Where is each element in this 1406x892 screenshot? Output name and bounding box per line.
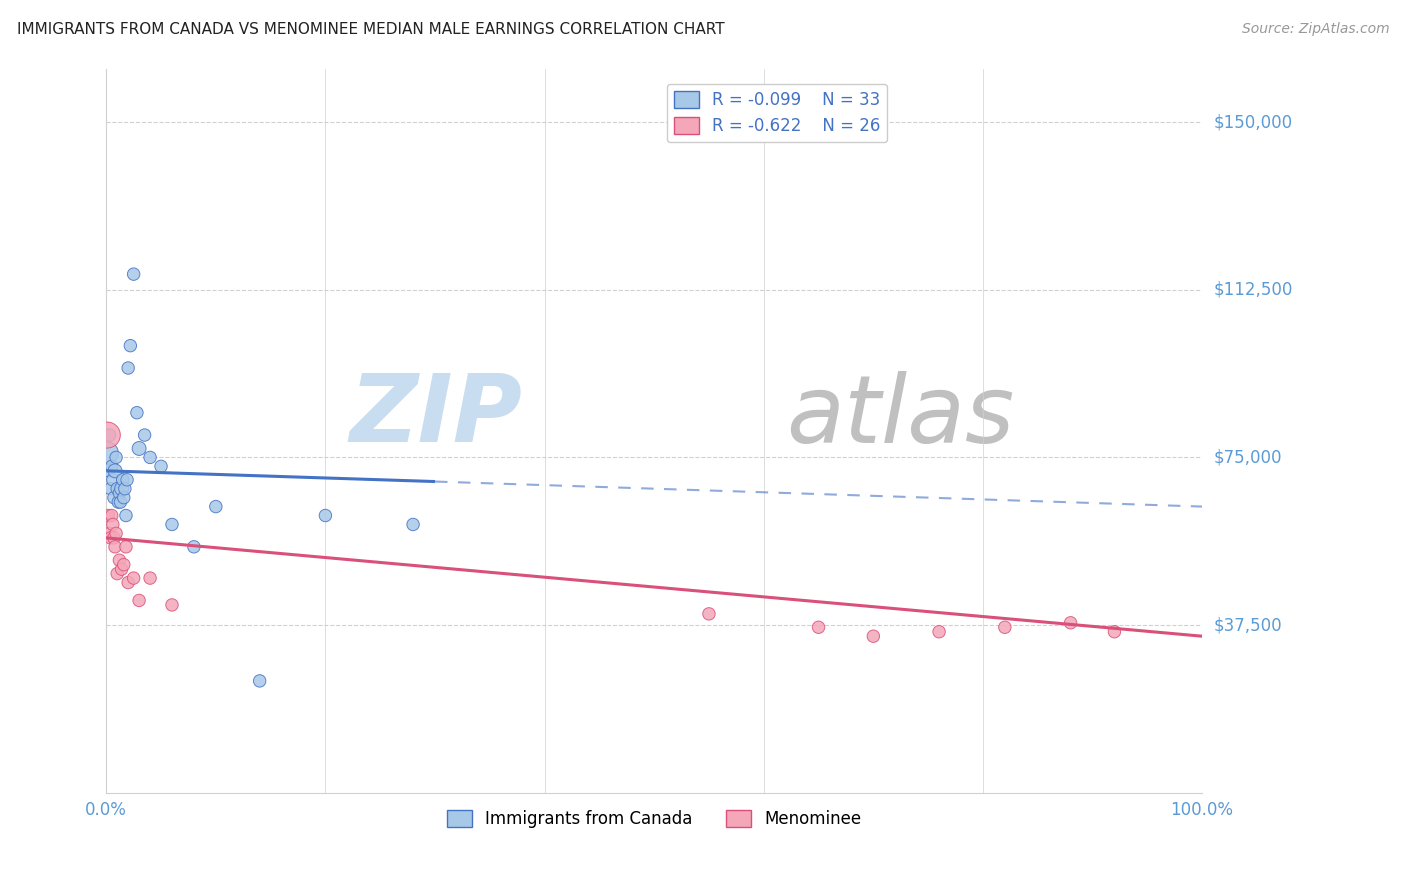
Point: [101, 473, 124, 487]
Text: Source: ZipAtlas.com: Source: ZipAtlas.com: [1241, 22, 1389, 37]
Point: [105, 450, 128, 465]
Legend: Immigrants from Canada, Menominee: Immigrants from Canada, Menominee: [440, 804, 868, 835]
Text: $112,500: $112,500: [1213, 281, 1292, 299]
Point: [122, 571, 145, 585]
Point: [115, 508, 138, 523]
Point: [97, 508, 120, 523]
Point: [115, 473, 138, 487]
Point: [117, 361, 139, 376]
Text: $150,000: $150,000: [1213, 113, 1292, 131]
Point: [115, 540, 138, 554]
Point: [110, 562, 132, 576]
Point: [96, 446, 118, 460]
Point: [105, 482, 128, 496]
Point: [314, 508, 336, 523]
Point: [117, 575, 139, 590]
Point: [697, 607, 720, 621]
Point: [100, 508, 122, 523]
Point: [107, 495, 129, 509]
Point: [98, 428, 121, 442]
Text: $37,500: $37,500: [1213, 616, 1282, 634]
Point: [205, 500, 228, 514]
Point: [994, 620, 1017, 634]
Point: [160, 598, 183, 612]
Point: [110, 482, 132, 496]
Point: [100, 531, 122, 545]
Point: [807, 620, 830, 634]
Point: [1059, 615, 1081, 630]
Point: [111, 473, 134, 487]
Point: [120, 339, 142, 353]
Point: [928, 624, 950, 639]
Point: [128, 442, 150, 456]
Point: [139, 571, 162, 585]
Text: atlas: atlas: [786, 370, 1014, 461]
Point: [122, 267, 145, 281]
Point: [125, 406, 148, 420]
Point: [103, 531, 125, 545]
Point: [139, 450, 162, 465]
Text: $75,000: $75,000: [1213, 449, 1282, 467]
Text: IMMIGRANTS FROM CANADA VS MENOMINEE MEDIAN MALE EARNINGS CORRELATION CHART: IMMIGRANTS FROM CANADA VS MENOMINEE MEDI…: [17, 22, 724, 37]
Point: [104, 540, 127, 554]
Point: [105, 566, 128, 581]
Point: [183, 540, 205, 554]
Point: [97, 464, 120, 478]
Point: [103, 491, 125, 505]
Point: [114, 482, 136, 496]
Point: [105, 526, 128, 541]
Point: [101, 517, 124, 532]
Point: [112, 558, 135, 572]
Point: [112, 491, 135, 505]
Point: [110, 495, 132, 509]
Point: [1104, 624, 1126, 639]
Point: [96, 428, 118, 442]
Point: [249, 673, 271, 688]
Point: [108, 553, 131, 567]
Point: [98, 526, 121, 541]
Point: [100, 482, 122, 496]
Point: [862, 629, 884, 643]
Point: [134, 428, 156, 442]
Point: [100, 459, 122, 474]
Point: [128, 593, 150, 607]
Point: [160, 517, 183, 532]
Point: [104, 464, 127, 478]
Point: [402, 517, 425, 532]
Point: [150, 459, 173, 474]
Point: [108, 486, 131, 500]
Text: ZIP: ZIP: [350, 370, 523, 462]
